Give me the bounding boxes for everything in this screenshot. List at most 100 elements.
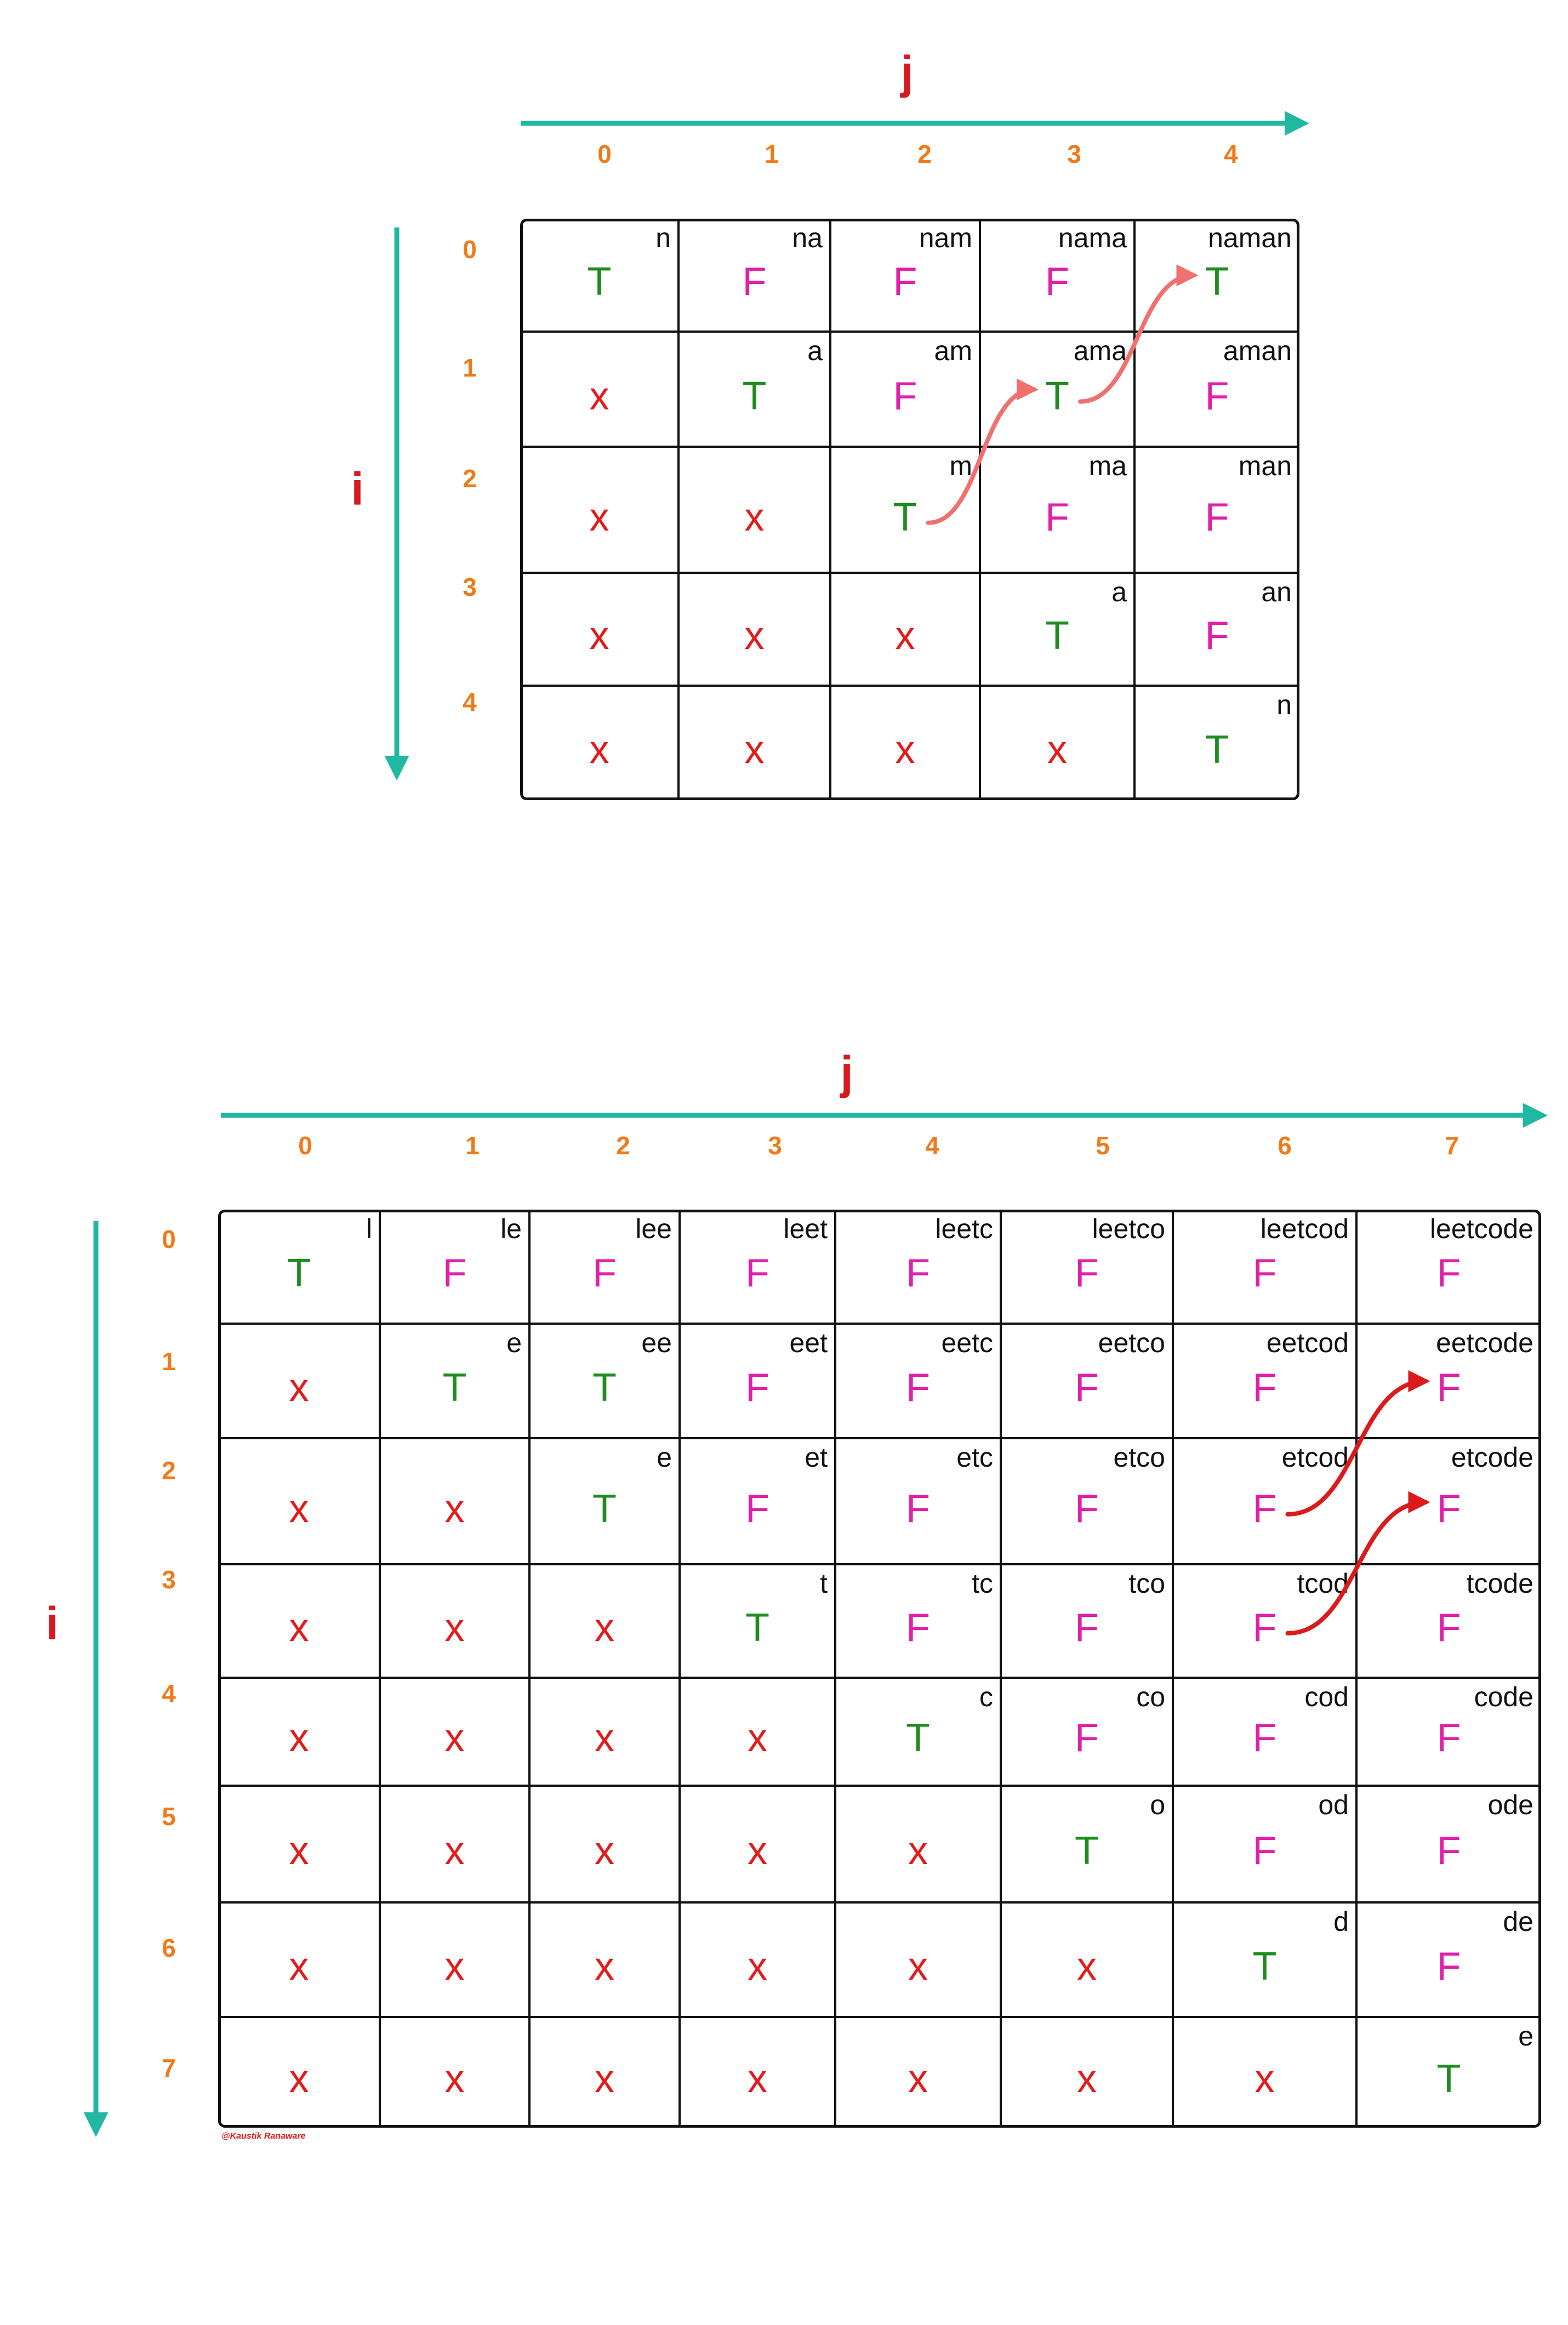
top-col-index: 3: [1067, 140, 1081, 168]
cell-value: T: [1205, 728, 1229, 772]
cell-value: F: [1252, 1829, 1277, 1873]
cell-substring: eetcode: [1436, 1327, 1533, 1358]
cell-value: T: [287, 1251, 311, 1296]
cell-substring: e: [1518, 2021, 1533, 2052]
cell-value: x: [748, 2057, 767, 2101]
cell-value: x: [589, 374, 609, 418]
top-col-index: 2: [917, 140, 932, 168]
bottom-dp-cell: x: [380, 1786, 529, 1902]
bottom-row-index: 1: [162, 1347, 176, 1376]
top-row-index: 2: [463, 464, 477, 493]
top-grid-col-divider: [677, 219, 680, 800]
cell-value: x: [589, 495, 609, 539]
bottom-dp-cell: le F: [380, 1210, 529, 1324]
cell-value: T: [1045, 374, 1069, 418]
top-dp-cell: naman T: [1134, 219, 1299, 332]
cell-value: T: [592, 1486, 617, 1531]
cell-substring: na: [792, 223, 823, 253]
top-dp-cell: x: [980, 686, 1134, 800]
cell-substring: e: [657, 1442, 672, 1473]
cell-substring: leetcode: [1429, 1213, 1533, 1244]
cell-value: F: [1045, 495, 1069, 539]
top-dp-cell: ma F: [980, 447, 1134, 573]
bottom-dp-cell: x: [380, 1438, 529, 1564]
cell-value: F: [1252, 1486, 1277, 1531]
bottom-dp-cell: x: [529, 2017, 680, 2128]
top-dp-cell: aman F: [1134, 332, 1299, 447]
bottom-row-index: 3: [162, 1565, 176, 1594]
cell-value: x: [895, 728, 915, 772]
cell-substring: nam: [919, 223, 972, 253]
bottom-grid-col-divider: [1000, 1210, 1002, 2128]
bottom-dp-cell: etcod F: [1173, 1438, 1356, 1564]
cell-substring: lee: [635, 1213, 672, 1244]
bottom-dp-cell: eetc F: [835, 1324, 1001, 1438]
cell-substring: t: [820, 1568, 828, 1599]
bottom-dp-cell: leetcod F: [1173, 1210, 1356, 1324]
bottom-grid-col-divider: [834, 1210, 836, 2128]
bottom-grid-col-divider: [1172, 1210, 1174, 2128]
cell-value: T: [592, 1366, 617, 1410]
cell-value: x: [895, 614, 915, 658]
bottom-dp-cell: tco F: [1001, 1564, 1173, 1678]
bottom-dp-cell: x: [218, 1678, 380, 1786]
cell-substring: naman: [1208, 223, 1292, 253]
top-dp-cell: an F: [1134, 573, 1299, 686]
cell-value: F: [745, 1251, 769, 1296]
bottom-row-index: 5: [162, 1802, 176, 1831]
cell-substring: m: [949, 451, 972, 481]
cell-substring: etc: [956, 1442, 993, 1473]
top-dp-cell: man F: [1134, 447, 1299, 573]
bottom-j-axis-label: j: [840, 1047, 853, 1098]
cell-substring: et: [805, 1442, 828, 1473]
cell-value: x: [595, 2057, 614, 2101]
cell-value: F: [906, 1251, 930, 1296]
top-dp-cell: x: [520, 447, 678, 573]
cell-value: x: [595, 1605, 614, 1650]
bottom-dp-cell: x: [835, 1902, 1001, 2017]
cell-value: x: [289, 1945, 309, 1989]
bottom-row-index: 2: [162, 1456, 176, 1485]
cell-substring: co: [1136, 1682, 1165, 1712]
cell-value: F: [1436, 1251, 1461, 1296]
bottom-dp-cell: eet F: [680, 1324, 835, 1438]
bottom-dp-cell: tcode F: [1356, 1564, 1541, 1678]
cell-value: T: [587, 260, 612, 304]
cell-value: F: [1075, 1251, 1099, 1296]
cell-value: x: [1255, 2057, 1275, 2101]
bottom-dp-table: [218, 1210, 1541, 2128]
bottom-dp-cell: etc F: [835, 1438, 1001, 1564]
top-row-index: 0: [463, 235, 477, 264]
bottom-dp-cell: x: [1001, 1902, 1173, 2017]
cell-value: T: [1045, 614, 1069, 658]
cell-value: x: [444, 1829, 465, 1873]
cell-value: x: [908, 2057, 928, 2101]
bottom-dp-cell: x: [529, 1786, 680, 1902]
bottom-dp-cell: x: [835, 2017, 1001, 2128]
top-grid-col-divider: [829, 219, 831, 800]
top-row-index: 3: [463, 573, 477, 601]
cell-value: x: [444, 1605, 465, 1650]
cell-value: F: [1075, 1366, 1099, 1410]
cell-value: x: [589, 614, 609, 658]
cell-value: F: [1075, 1716, 1099, 1760]
cell-substring: leetcod: [1260, 1213, 1349, 1244]
bottom-dp-cell: co F: [1001, 1678, 1173, 1786]
cell-value: F: [742, 260, 767, 304]
bottom-col-index: 2: [616, 1131, 630, 1160]
cell-substring: ode: [1487, 1790, 1533, 1820]
cell-value: F: [1252, 1366, 1277, 1410]
cell-value: x: [289, 2057, 309, 2101]
cell-value: F: [1436, 1716, 1461, 1760]
cell-value: x: [748, 1829, 767, 1873]
cell-value: x: [1077, 2057, 1097, 2101]
